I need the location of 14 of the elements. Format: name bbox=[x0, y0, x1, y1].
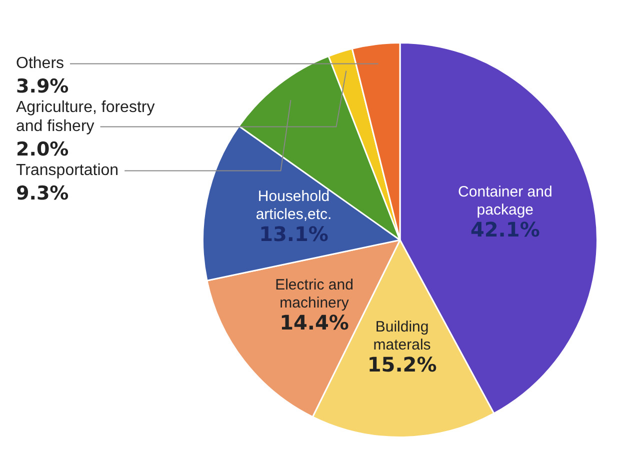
data-label: 2.0% bbox=[16, 138, 69, 161]
slice-label: Others bbox=[16, 55, 64, 72]
slice-label: Household articles,etc. bbox=[256, 188, 332, 224]
slice-label: Agriculture, forestry and fishery bbox=[16, 99, 155, 136]
slice-label: Container and package bbox=[458, 183, 552, 218]
data-label: 42.1% bbox=[470, 218, 540, 242]
data-label: 15.2% bbox=[367, 352, 437, 377]
slice-label: Building materals bbox=[373, 318, 431, 354]
data-label: 13.1% bbox=[259, 222, 328, 246]
slice-label: Electric and machinery bbox=[275, 276, 354, 312]
slice-label: Transportation bbox=[16, 162, 119, 180]
data-label: 14.4% bbox=[280, 310, 349, 335]
data-label: 9.3% bbox=[16, 182, 69, 205]
data-label: 3.9% bbox=[16, 76, 69, 98]
